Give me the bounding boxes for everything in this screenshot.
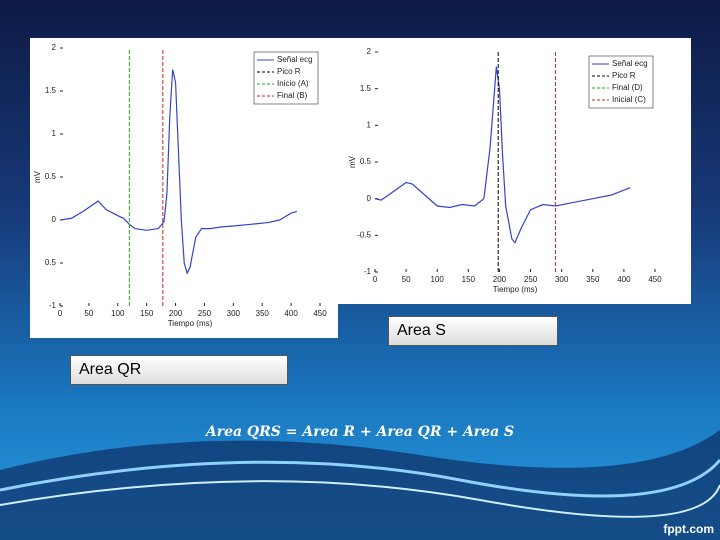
y-tick-label: 1.5 — [45, 86, 57, 95]
x-tick-label: 400 — [284, 309, 298, 318]
legend-label: Señal ecg — [612, 59, 648, 68]
y-tick-label: 1 — [52, 129, 57, 138]
y-tick-label: 2 — [52, 43, 57, 52]
y-axis-label: mV — [33, 170, 42, 183]
x-tick-label: 200 — [169, 309, 183, 318]
x-tick-label: 400 — [617, 275, 631, 284]
x-tick-label: 50 — [402, 275, 411, 284]
y-tick-label: 2 — [367, 47, 372, 56]
swoosh-line — [0, 459, 720, 498]
legend-label: Pico R — [277, 67, 301, 76]
x-tick-label: 450 — [648, 275, 662, 284]
x-tick-label: 350 — [586, 275, 600, 284]
footer: fppt.com — [663, 522, 714, 536]
x-tick-label: 250 — [198, 309, 212, 318]
series-line — [59, 69, 298, 276]
legend-box — [253, 51, 319, 105]
x-tick-label: 350 — [256, 309, 270, 318]
x-tick-label: 150 — [140, 309, 154, 318]
y-tick-label: -1 — [49, 301, 57, 310]
x-tick-label: 200 — [493, 275, 507, 284]
legend-label: Final (B) — [277, 91, 308, 100]
x-axis-label: Tiempo (ms) — [493, 285, 538, 294]
x-tick-label: 250 — [524, 275, 538, 284]
legend-label: Pico R — [612, 71, 636, 80]
y-axis-label: mV — [348, 155, 357, 168]
y-tick-label: 0.5 — [360, 157, 372, 166]
y-tick-label: 0 — [367, 194, 372, 203]
legend-box — [588, 55, 654, 109]
legend-label: Inicio (A) — [277, 79, 309, 88]
legend-label: Señal ecg — [277, 55, 313, 64]
x-tick-label: 0 — [58, 309, 63, 318]
y-tick-label: -0.5 — [357, 230, 371, 239]
y-tick-label: 0 — [52, 215, 57, 224]
x-tick-label: 100 — [111, 309, 125, 318]
x-axis-label: Tiempo (ms) — [168, 319, 213, 328]
x-tick-label: 300 — [555, 275, 569, 284]
y-tick-label: -1 — [364, 267, 372, 276]
legend-label: Inicial (C) — [612, 95, 646, 104]
x-tick-label: 300 — [227, 309, 241, 318]
y-tick-label: 1.5 — [360, 84, 372, 93]
legend-label: Final (D) — [612, 83, 643, 92]
x-tick-label: 0 — [373, 275, 378, 284]
x-tick-label: 50 — [84, 309, 93, 318]
x-tick-label: 100 — [431, 275, 445, 284]
x-tick-label: 450 — [313, 309, 327, 318]
label-box: Area QR — [70, 355, 288, 385]
x-tick-label: 150 — [462, 275, 476, 284]
swoosh-line — [0, 480, 720, 518]
y-tick-label: 0.5 — [45, 172, 57, 181]
y-tick-label: 0.5 — [45, 258, 57, 267]
formula: Area QRS = Area R + Area QR + Area S — [205, 424, 515, 440]
label-box: Area S — [388, 316, 558, 346]
y-tick-label: 1 — [367, 120, 372, 129]
